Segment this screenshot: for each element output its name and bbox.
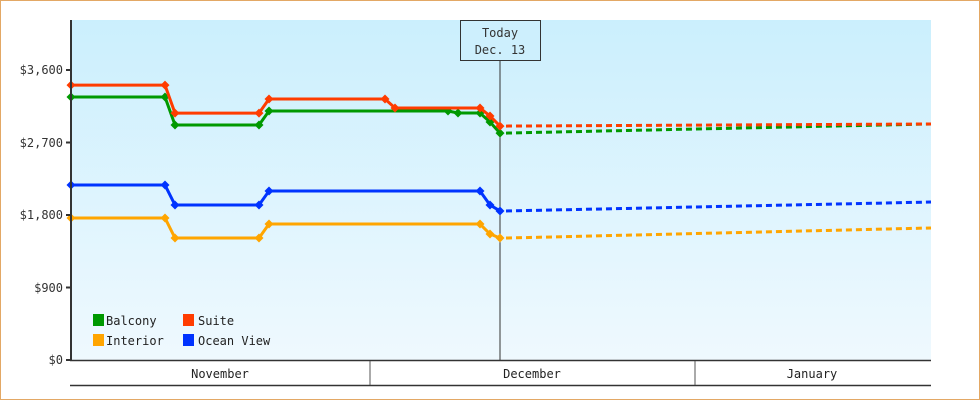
series-line-suite xyxy=(71,83,502,128)
series-line-balcony xyxy=(71,95,502,135)
data-point-interior[interactable] xyxy=(254,233,264,243)
today-date: Dec. 13 xyxy=(475,43,526,57)
y-tick-label-900: $900 xyxy=(34,281,63,295)
legend-item-suite[interactable]: Suite xyxy=(183,314,234,328)
legend-swatch-balcony xyxy=(93,314,104,326)
today-label: Today xyxy=(482,26,518,40)
forecast-line-suite xyxy=(505,122,932,128)
data-point-interior[interactable] xyxy=(170,233,180,243)
data-point-interior[interactable] xyxy=(264,219,274,229)
forecast-line-ocean-view xyxy=(505,200,932,213)
legend-item-ocean-view[interactable]: Ocean View xyxy=(183,334,271,348)
data-point-ocean-view[interactable] xyxy=(254,200,264,210)
legend-label-ocean-view: Ocean View xyxy=(198,334,271,348)
data-point-interior[interactable] xyxy=(485,229,495,239)
data-point-ocean-view[interactable] xyxy=(264,186,274,196)
data-point-interior[interactable] xyxy=(495,233,505,243)
data-point-ocean-view[interactable] xyxy=(160,180,170,190)
y-tick-label-0: $0 xyxy=(49,353,63,367)
legend-label-interior: Interior xyxy=(106,334,164,348)
legend-swatch-interior xyxy=(93,334,104,346)
data-point-interior[interactable] xyxy=(160,213,170,223)
data-point-suite[interactable] xyxy=(475,103,485,113)
data-point-suite[interactable] xyxy=(485,111,495,121)
data-point-ocean-view[interactable] xyxy=(170,200,180,210)
data-point-balcony[interactable] xyxy=(495,128,505,138)
plot-area xyxy=(71,20,931,360)
data-point-suite[interactable] xyxy=(380,94,390,104)
data-point-suite[interactable] xyxy=(170,108,180,118)
legend-item-interior[interactable]: Interior xyxy=(93,334,164,348)
legend-item-balcony[interactable]: Balcony xyxy=(93,314,157,328)
y-tick-label-1800: $1,800 xyxy=(20,208,63,222)
data-point-ocean-view[interactable] xyxy=(495,206,505,216)
y-ticks xyxy=(66,69,71,361)
month-label-january: January xyxy=(787,367,838,381)
data-point-suite[interactable] xyxy=(254,108,264,118)
series-interior xyxy=(66,213,932,243)
data-point-suite[interactable] xyxy=(390,103,400,113)
y-tick-label-2700: $2,700 xyxy=(20,136,63,150)
data-point-suite[interactable] xyxy=(160,80,170,90)
month-label-december: December xyxy=(503,367,561,381)
legend: Balcony Suite Interior Ocean View xyxy=(93,314,271,348)
data-point-balcony[interactable] xyxy=(170,120,180,130)
y-tick-label-3600: $3,600 xyxy=(20,63,63,77)
data-point-suite[interactable] xyxy=(495,121,505,131)
data-point-ocean-view[interactable] xyxy=(475,186,485,196)
legend-swatch-ocean-view xyxy=(183,334,194,346)
legend-label-balcony: Balcony xyxy=(106,314,157,328)
legend-label-suite: Suite xyxy=(198,314,234,328)
series-suite xyxy=(66,80,932,131)
month-label-november: November xyxy=(191,367,249,381)
forecast-line-interior xyxy=(505,226,932,240)
data-point-balcony[interactable] xyxy=(453,108,463,118)
data-point-ocean-view[interactable] xyxy=(485,200,495,210)
data-point-interior[interactable] xyxy=(475,219,485,229)
data-point-suite[interactable] xyxy=(264,94,274,104)
data-point-balcony[interactable] xyxy=(254,120,264,130)
data-point-balcony[interactable] xyxy=(264,106,274,116)
legend-swatch-suite xyxy=(183,314,194,326)
today-marker: Today Dec. 13 xyxy=(460,20,541,61)
